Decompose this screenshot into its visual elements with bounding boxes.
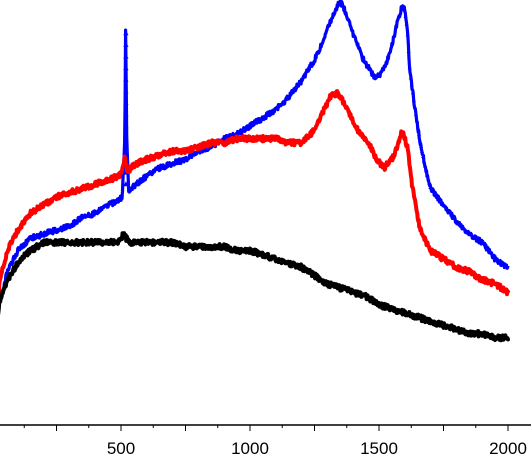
x-tick-label: 2000 [489,439,527,458]
series-marker [416,132,421,136]
series-marker [426,176,431,181]
series-marker [405,32,410,37]
series-marker [422,158,427,163]
series-marker [402,7,407,12]
x-tick-label: 1000 [231,439,269,458]
series-line [0,231,510,343]
series-marker [123,76,129,82]
series-marker [418,138,423,143]
series-marker [123,53,129,59]
series-marker [123,146,129,152]
x-tick-label: 1500 [360,439,398,458]
x-tick-label: 500 [107,439,135,458]
series-line [0,0,510,314]
series-marker [428,184,433,189]
series-marker [123,30,129,36]
series-marker [421,153,426,158]
series-marker [415,125,420,130]
series-marker [403,13,408,18]
series-marker [425,172,430,177]
series-marker [123,134,129,140]
series-marker [413,112,418,117]
series-layer [0,0,510,343]
series-red [0,89,510,304]
series-marker [408,75,413,80]
series-marker [406,49,411,53]
x-axis-ticks: 500 1000 1500 2000 [23,425,527,458]
series-marker [123,123,129,129]
series-marker [123,99,129,105]
series-marker [414,118,419,123]
series-marker [407,65,412,70]
series-marker [423,163,428,168]
series-marker [123,111,129,117]
series-marker [419,144,424,149]
series-line [0,89,510,304]
series-marker [411,97,416,102]
series-marker [409,82,414,87]
series-marker [123,65,129,71]
series-blue [0,0,510,314]
series-marker [410,90,415,95]
series-marker [404,22,409,27]
series-marker [123,41,129,47]
series-marker [123,181,129,187]
series-black [0,231,510,343]
series-marker [412,105,417,110]
series-marker [420,149,425,154]
series-marker [427,180,432,185]
series-marker [123,88,129,94]
series-marker [424,168,429,173]
